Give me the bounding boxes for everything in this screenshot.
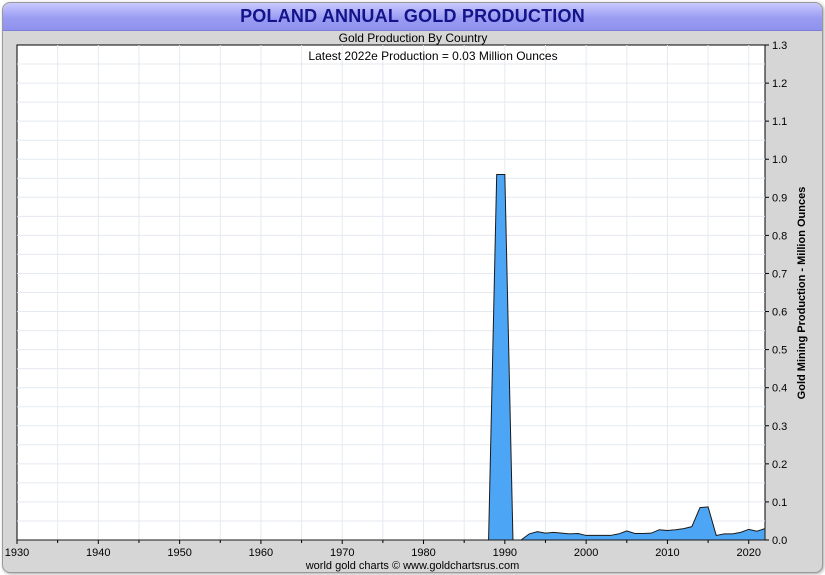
chart-subtitle-1: Gold Production By Country	[339, 31, 488, 45]
data-point	[577, 533, 578, 534]
data-point	[545, 533, 546, 534]
data-point	[594, 535, 595, 536]
y-tick-label: 0.7	[772, 268, 787, 280]
series-area	[17, 173, 766, 541]
footer-credit: world gold charts © www.goldchartsrus.co…	[305, 560, 520, 572]
x-tick-label: 2000	[574, 547, 598, 559]
y-tick-label: 0.6	[772, 307, 787, 319]
y-tick-label: 0.1	[772, 497, 787, 509]
data-point	[586, 535, 587, 536]
x-tick-label: 2020	[736, 547, 760, 559]
x-tick-label: 1990	[493, 547, 517, 559]
x-tick-label: 1950	[167, 547, 191, 559]
data-point	[716, 535, 717, 536]
data-point	[618, 533, 619, 534]
data-point	[504, 174, 505, 175]
data-point	[691, 526, 692, 527]
grid-lines	[17, 45, 765, 540]
x-axis: 1930 1940 1950 1960 1970 1980 1990 2000 2010 2020	[5, 540, 761, 559]
x-tick-label: 1930	[5, 547, 29, 559]
data-point	[520, 539, 521, 540]
y-tick-label: 1.3	[772, 40, 787, 52]
chart-title: POLAND ANNUAL GOLD PRODUCTION	[240, 6, 585, 26]
y-tick-label: 0.9	[772, 192, 787, 204]
data-point	[667, 530, 668, 531]
data-point	[707, 506, 708, 507]
data-point	[634, 533, 635, 534]
data-point	[496, 174, 497, 175]
data-point	[537, 531, 538, 532]
y-axis: 0.0 0.1 0.2 0.3 0.4 0.5 0.6 0.7 0.8 0.9 1.0 1.1 1.2 1…	[765, 40, 787, 547]
data-point	[512, 539, 513, 540]
y-tick-label: 0.3	[772, 421, 787, 433]
data-point	[675, 529, 676, 530]
data-point	[488, 539, 489, 540]
y-tick-label: 1.1	[772, 116, 787, 128]
data-point	[764, 528, 765, 529]
chart-svg: 1930 1940 1950 1960 1970 1980 1990 2000 2010 2020…	[5, 31, 808, 559]
data-point	[602, 535, 603, 536]
series-layer	[17, 173, 766, 541]
data-point	[553, 532, 554, 533]
y-axis-label: Gold Mining Production - Million Ounces	[796, 187, 808, 400]
data-point	[651, 533, 652, 534]
y-tick-label: 0.8	[772, 230, 787, 242]
data-point	[561, 533, 562, 534]
data-point	[724, 533, 725, 534]
data-point	[748, 529, 749, 530]
data-point	[756, 531, 757, 532]
data-point	[732, 533, 733, 534]
data-point	[659, 529, 660, 530]
y-tick-label: 0.5	[772, 345, 787, 357]
y-tick-label: 1.2	[772, 78, 787, 90]
data-point	[529, 533, 530, 534]
y-tick-label: 0.0	[772, 535, 787, 547]
data-point	[610, 535, 611, 536]
x-tick-label: 1940	[86, 547, 110, 559]
x-tick-label: 1960	[249, 547, 273, 559]
x-tick-label: 2010	[655, 547, 679, 559]
y-tick-label: 0.2	[772, 459, 787, 471]
data-point	[683, 528, 684, 529]
data-point	[569, 533, 570, 534]
x-tick-label: 1970	[330, 547, 354, 559]
y-tick-label: 0.4	[772, 383, 787, 395]
data-point	[642, 533, 643, 534]
chart-subtitle-2: Latest 2022e Production = 0.03 Million O…	[308, 49, 557, 63]
data-point	[699, 507, 700, 508]
data-point	[740, 532, 741, 533]
x-tick-label: 1980	[411, 547, 435, 559]
title-bar: POLAND ANNUAL GOLD PRODUCTION	[3, 3, 822, 31]
data-point	[626, 530, 627, 531]
y-tick-label: 1.0	[772, 154, 787, 166]
